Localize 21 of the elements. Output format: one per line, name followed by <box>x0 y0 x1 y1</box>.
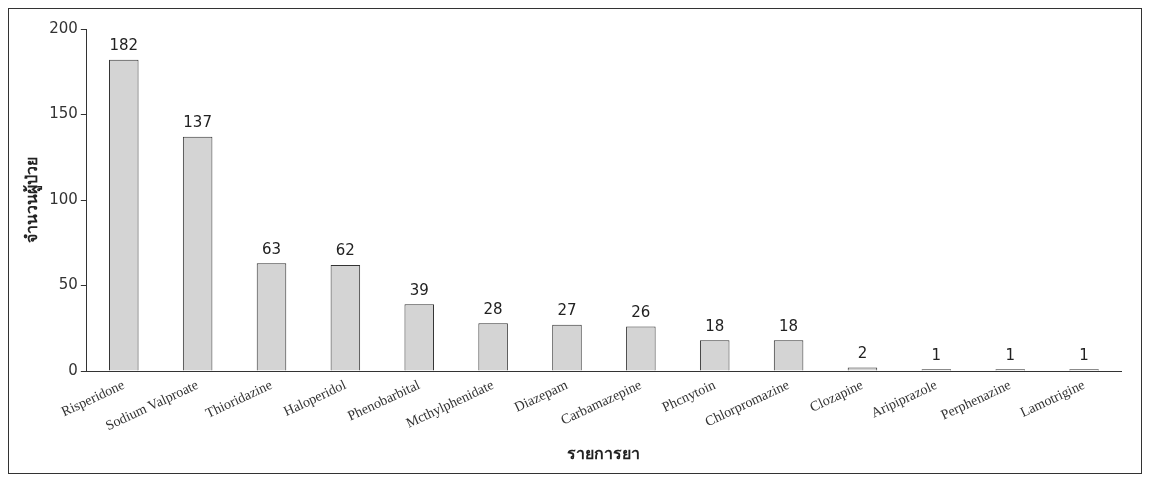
y-tick-label: 50 <box>58 275 78 294</box>
data-label: 1 <box>1079 345 1089 364</box>
x-axis-title: รายการยา <box>567 443 641 463</box>
data-label: 1 <box>931 345 942 364</box>
data-label: 1 <box>1005 345 1015 364</box>
data-label: 63 <box>261 239 282 258</box>
data-label: 18 <box>779 316 799 335</box>
y-tick-label: 100 <box>49 189 78 208</box>
y-tick-label: 0 <box>68 360 78 379</box>
data-label: 182 <box>109 36 139 55</box>
y-tick-label: 150 <box>49 104 78 123</box>
data-label: 26 <box>631 302 651 321</box>
data-label: 18 <box>705 316 725 335</box>
y-tick-label: 200 <box>49 18 78 37</box>
data-label: 27 <box>557 301 577 320</box>
data-label: 28 <box>483 299 503 318</box>
data-label: 39 <box>409 280 429 299</box>
y-axis-title: จำนวนผู้ป่วย <box>21 157 43 244</box>
data-label: 2 <box>857 343 868 362</box>
data-label: 137 <box>183 113 212 132</box>
data-label: 62 <box>335 241 355 260</box>
